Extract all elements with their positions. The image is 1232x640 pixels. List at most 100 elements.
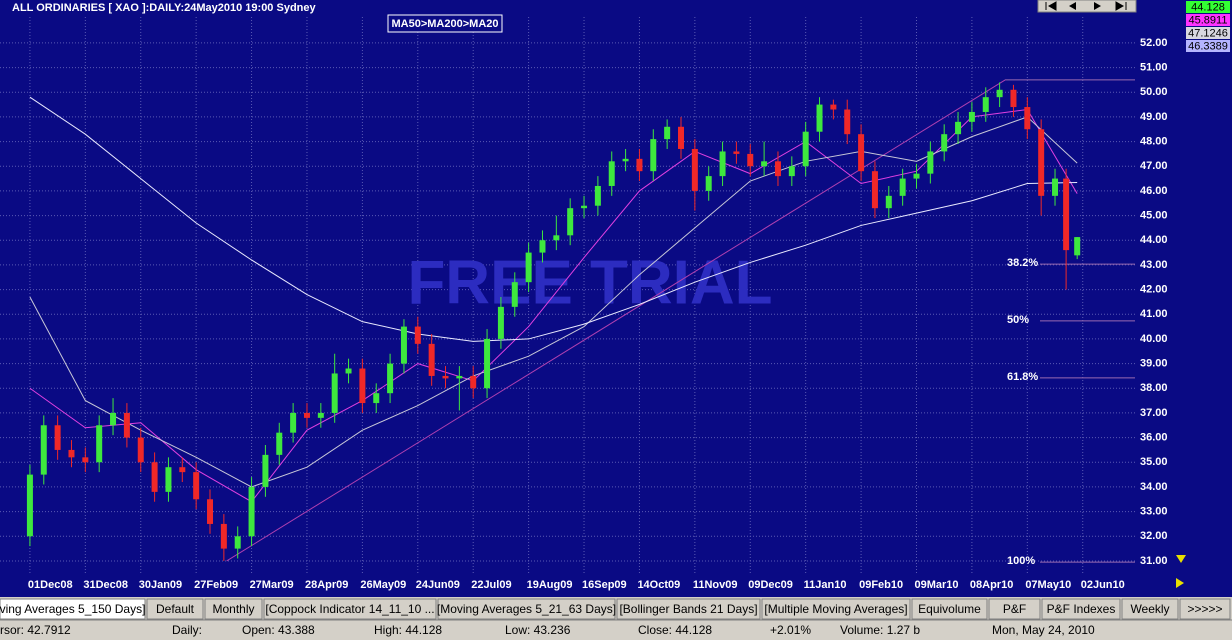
nav-last[interactable]: [1115, 1, 1127, 11]
status-item: Mon, May 24, 2010: [992, 623, 1095, 637]
tab[interactable]: [0, 598, 146, 620]
candle-body: [941, 134, 948, 152]
status-item: Daily:: [172, 623, 202, 637]
nav-prev[interactable]: [1069, 2, 1076, 10]
tab-label[interactable]: Equivolume: [918, 602, 981, 616]
candle-body: [414, 326, 421, 344]
tab-label[interactable]: ving Averages 5_150 Days]: [0, 602, 145, 616]
candle-body: [539, 240, 546, 253]
annotation: MA50>MA200>MA20: [392, 18, 499, 30]
x-tick-label: 31Dec08: [83, 579, 128, 591]
candle-body: [484, 338, 491, 389]
candle-body: [622, 158, 629, 162]
candle-body: [511, 282, 518, 307]
x-tick-label: 28Apr09: [305, 579, 348, 591]
status-item: Close: 44.128: [638, 623, 712, 637]
value-label-box: [1186, 14, 1230, 26]
tab[interactable]: [616, 598, 761, 620]
tab-label[interactable]: P&F: [1003, 602, 1026, 616]
x-tick-label: 11Jan10: [804, 579, 847, 591]
chart-background: [0, 0, 1232, 597]
navigation-buttons[interactable]: [1037, 0, 1137, 13]
y-tick-label: 50.00: [1140, 86, 1168, 98]
tab[interactable]: [761, 598, 911, 620]
nav-next[interactable]: [1094, 2, 1101, 10]
candle-body: [761, 161, 768, 167]
tab[interactable]: [263, 598, 437, 620]
candle-body: [955, 121, 962, 135]
x-tick-label: 19Aug09: [527, 579, 573, 591]
candle-body: [400, 326, 407, 364]
candle-body: [303, 412, 310, 418]
candle-body: [373, 393, 380, 404]
scroll-marker[interactable]: [1176, 555, 1186, 563]
candle-body: [677, 126, 684, 149]
tab-label[interactable]: >>>>>: [1187, 602, 1222, 616]
tab[interactable]: [1121, 598, 1179, 620]
tab-label[interactable]: [Moving Averages 5_21_63 Days]: [437, 602, 616, 616]
candle-body: [1024, 107, 1031, 130]
tab[interactable]: [437, 598, 616, 620]
candle-body: [442, 375, 449, 379]
trendline: [226, 79, 1006, 562]
candle-body: [220, 523, 227, 549]
nav-first[interactable]: [1045, 1, 1057, 11]
tab[interactable]: [146, 598, 204, 620]
tab-label[interactable]: Monthly: [212, 602, 254, 616]
tab[interactable]: [911, 598, 988, 620]
candle-body: [1074, 237, 1081, 256]
candle-body: [331, 373, 338, 413]
status-item: High: 44.128: [374, 623, 442, 637]
status-item: rsor: 42.7912: [0, 623, 71, 637]
y-tick-label: 43.00: [1140, 259, 1168, 271]
y-tick-label: 31.00: [1140, 555, 1168, 567]
candle-body: [844, 109, 851, 135]
x-tick-label: 08Apr10: [970, 579, 1013, 591]
y-tick-label: 46.00: [1140, 185, 1168, 197]
y-tick-label: 38.00: [1140, 382, 1168, 394]
scroll-right[interactable]: [1176, 578, 1184, 588]
candle-body: [359, 368, 366, 404]
tab-label[interactable]: Weekly: [1130, 602, 1169, 616]
candle-body: [816, 104, 823, 132]
tab-label[interactable]: Default: [156, 602, 195, 616]
moving-average-line: [29, 108, 1078, 503]
tab[interactable]: [1179, 598, 1231, 620]
candle-body: [290, 412, 297, 433]
value-label-box: [1186, 1, 1230, 13]
moving-average-line: [29, 116, 1078, 488]
candle-body: [525, 252, 532, 283]
nav-bar: [1037, 0, 1137, 13]
tab-label[interactable]: [Coppock Indicator 14_11_10 ...: [265, 602, 434, 616]
y-tick-label: 42.00: [1140, 283, 1168, 295]
tab[interactable]: [988, 598, 1041, 620]
y-tick-label: 49.00: [1140, 111, 1168, 123]
candle-body: [276, 432, 283, 455]
x-tick-label: 30Jan09: [139, 579, 182, 591]
tab-label[interactable]: [Multiple Moving Averages]: [764, 602, 907, 616]
status-item: +2.01%: [770, 623, 811, 637]
candle-body: [1010, 89, 1017, 108]
candle-body: [345, 368, 352, 374]
candle-body: [719, 151, 726, 177]
candle-body: [207, 499, 214, 524]
candle-body: [927, 151, 934, 174]
y-tick-label: 47.00: [1140, 160, 1168, 172]
candle-body: [68, 449, 75, 458]
candle-body: [26, 474, 33, 537]
tab[interactable]: [204, 598, 263, 620]
value-label-box: [1186, 40, 1230, 52]
value-label: 47.1246: [1188, 27, 1228, 39]
tab-label[interactable]: [Bollinger Bands 21 Days]: [619, 602, 757, 616]
value-label: 45.8911: [1189, 14, 1228, 26]
tab[interactable]: [1041, 598, 1121, 620]
candle-body: [470, 375, 477, 389]
candle-body: [456, 375, 463, 379]
x-tick-label: 11Nov09: [693, 579, 738, 591]
candle-body: [664, 126, 671, 140]
y-tick-label: 33.00: [1140, 506, 1168, 518]
candle-body: [733, 151, 740, 154]
y-tick-label: 39.00: [1140, 357, 1168, 369]
tab-label[interactable]: P&F Indexes: [1047, 602, 1116, 616]
